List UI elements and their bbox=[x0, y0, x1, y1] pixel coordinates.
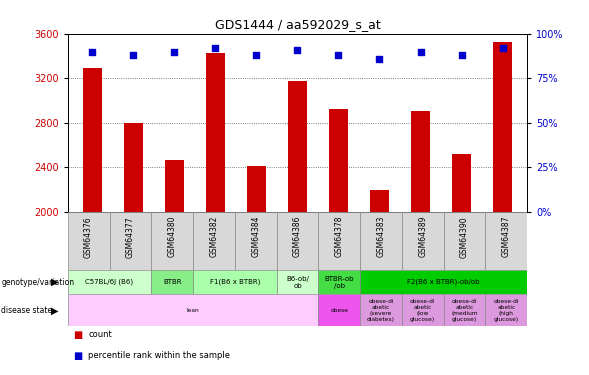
Text: GSM64386: GSM64386 bbox=[293, 216, 302, 258]
Text: BTBR-ob
/ob: BTBR-ob /ob bbox=[325, 276, 354, 289]
Text: GSM64390: GSM64390 bbox=[460, 216, 469, 258]
Bar bbox=[485, 212, 527, 270]
Bar bbox=[360, 270, 527, 294]
Text: GSM64387: GSM64387 bbox=[502, 216, 511, 258]
Bar bbox=[402, 212, 444, 270]
Bar bbox=[235, 212, 277, 270]
Bar bbox=[277, 270, 318, 294]
Bar bbox=[277, 212, 318, 270]
Text: ■: ■ bbox=[74, 351, 83, 361]
Bar bbox=[68, 270, 151, 294]
Point bbox=[457, 52, 466, 58]
Bar bbox=[68, 294, 318, 326]
Bar bbox=[165, 159, 184, 212]
Bar bbox=[247, 166, 266, 212]
Point bbox=[170, 49, 179, 55]
Point bbox=[416, 49, 425, 55]
Text: GSM64380: GSM64380 bbox=[168, 216, 177, 258]
Bar bbox=[193, 212, 235, 270]
Bar bbox=[193, 270, 277, 294]
Text: count: count bbox=[88, 330, 112, 339]
Text: GSM64378: GSM64378 bbox=[335, 216, 344, 258]
Bar bbox=[68, 212, 110, 270]
Bar bbox=[360, 294, 402, 326]
Bar bbox=[318, 270, 360, 294]
Point bbox=[252, 52, 261, 58]
Text: GSM64377: GSM64377 bbox=[126, 216, 135, 258]
Bar bbox=[329, 110, 348, 212]
Text: BTBR: BTBR bbox=[163, 279, 181, 285]
Text: GSM64376: GSM64376 bbox=[84, 216, 93, 258]
Bar bbox=[206, 53, 224, 212]
Point bbox=[211, 45, 220, 51]
Bar bbox=[494, 42, 512, 212]
Text: obese-di
abetic
(low
glucose): obese-di abetic (low glucose) bbox=[410, 299, 435, 321]
Point bbox=[375, 56, 384, 62]
Bar bbox=[411, 111, 430, 212]
Bar bbox=[444, 212, 485, 270]
Point bbox=[498, 45, 507, 51]
Text: percentile rank within the sample: percentile rank within the sample bbox=[88, 351, 230, 360]
Text: disease state: disease state bbox=[1, 306, 52, 315]
Bar bbox=[444, 294, 485, 326]
Text: GSM64382: GSM64382 bbox=[210, 216, 219, 257]
Bar bbox=[318, 294, 360, 326]
Bar bbox=[360, 212, 402, 270]
Bar bbox=[402, 294, 444, 326]
Bar bbox=[370, 190, 389, 212]
Text: B6-ob/
ob: B6-ob/ ob bbox=[286, 276, 309, 289]
Title: GDS1444 / aa592029_s_at: GDS1444 / aa592029_s_at bbox=[214, 18, 380, 31]
Bar bbox=[151, 270, 193, 294]
Point bbox=[128, 52, 138, 58]
Bar bbox=[288, 81, 307, 212]
Text: ■: ■ bbox=[74, 330, 83, 340]
Text: GSM64383: GSM64383 bbox=[376, 216, 385, 258]
Point bbox=[293, 47, 302, 53]
Text: obese-di
abetic
(high
glucose): obese-di abetic (high glucose) bbox=[494, 299, 519, 321]
Text: GSM64389: GSM64389 bbox=[418, 216, 427, 258]
Text: obese-di
abetic
(medium
glucose): obese-di abetic (medium glucose) bbox=[451, 299, 478, 321]
Point bbox=[334, 52, 343, 58]
Text: ▶: ▶ bbox=[51, 277, 58, 287]
Bar bbox=[318, 212, 360, 270]
Text: GSM64384: GSM64384 bbox=[251, 216, 260, 258]
Text: lean: lean bbox=[187, 308, 199, 313]
Text: obese-di
abetic
(severe
diabetes): obese-di abetic (severe diabetes) bbox=[367, 299, 395, 321]
Point bbox=[88, 49, 97, 55]
Text: obese: obese bbox=[330, 308, 348, 313]
Bar bbox=[151, 212, 193, 270]
Text: C57BL/6J (B6): C57BL/6J (B6) bbox=[85, 279, 134, 285]
Bar bbox=[452, 154, 471, 212]
Bar bbox=[110, 212, 151, 270]
Text: genotype/variation: genotype/variation bbox=[1, 278, 74, 286]
Text: F1(B6 x BTBR): F1(B6 x BTBR) bbox=[210, 279, 260, 285]
Bar bbox=[124, 123, 143, 212]
Text: ▶: ▶ bbox=[51, 305, 58, 315]
Bar bbox=[83, 68, 101, 212]
Bar bbox=[485, 294, 527, 326]
Text: F2(B6 x BTBR)-ob/ob: F2(B6 x BTBR)-ob/ob bbox=[408, 279, 480, 285]
